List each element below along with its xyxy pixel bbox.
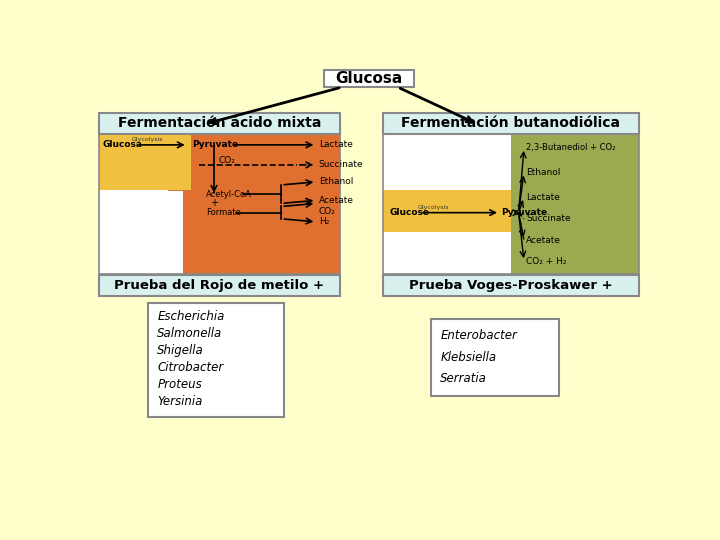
Text: Ethanol: Ethanol	[526, 168, 561, 177]
Text: Pyruvate: Pyruvate	[502, 208, 548, 217]
Bar	[383, 134, 510, 274]
Text: Pyruvate: Pyruvate	[192, 140, 238, 150]
Text: Acetyl-CoA: Acetyl-CoA	[206, 190, 252, 199]
Text: Fermentación butanodiólica: Fermentación butanodiólica	[401, 116, 621, 130]
Text: Shigella: Shigella	[158, 344, 204, 357]
Bar	[383, 190, 510, 232]
Text: CO₂ + H₂: CO₂ + H₂	[526, 256, 567, 266]
Text: Citrobacter: Citrobacter	[158, 361, 224, 374]
Text: H₂: H₂	[319, 218, 329, 226]
Text: Fermentación ácido mixta: Fermentación ácido mixta	[118, 116, 321, 130]
Text: Proteus: Proteus	[158, 378, 202, 391]
Text: CO₂: CO₂	[219, 156, 235, 165]
Text: Glucosa: Glucosa	[336, 71, 402, 86]
Text: Enterobacter: Enterobacter	[441, 329, 517, 342]
Bar	[383, 112, 639, 134]
Text: Prueba Voges-Proskawer +: Prueba Voges-Proskawer +	[409, 279, 613, 292]
Bar	[510, 134, 639, 274]
Text: Succinate: Succinate	[526, 214, 571, 224]
Bar	[99, 190, 191, 274]
Text: 2,3-Butanediol + CO₂: 2,3-Butanediol + CO₂	[526, 144, 616, 152]
Text: Salmonella: Salmonella	[158, 327, 222, 340]
Text: Glucose: Glucose	[389, 208, 429, 217]
Text: Escherichia: Escherichia	[158, 310, 225, 323]
Bar	[99, 191, 183, 274]
Text: +: +	[210, 198, 218, 208]
Text: Formate: Formate	[206, 208, 241, 217]
Text: Lactate: Lactate	[319, 140, 353, 150]
Bar	[168, 190, 340, 274]
Text: Klebsiella: Klebsiella	[441, 351, 496, 364]
Bar	[99, 275, 340, 296]
Bar	[383, 134, 639, 274]
Bar	[99, 134, 191, 274]
Text: Acetate: Acetate	[526, 236, 562, 245]
Text: Glycolysis: Glycolysis	[132, 137, 163, 142]
Bar	[148, 303, 284, 417]
Text: Glucosa: Glucosa	[102, 140, 143, 150]
Bar	[431, 319, 559, 396]
Bar	[191, 134, 340, 274]
Bar	[383, 275, 639, 296]
Text: Ethanol: Ethanol	[319, 177, 353, 186]
Text: Yersinia: Yersinia	[158, 395, 203, 408]
Bar	[99, 112, 340, 134]
Text: Glycolysis: Glycolysis	[418, 205, 449, 210]
Text: Lactate: Lactate	[526, 193, 560, 202]
Text: Succinate: Succinate	[319, 160, 364, 170]
Text: CO₂: CO₂	[319, 207, 336, 215]
Text: Acetate: Acetate	[319, 196, 354, 205]
Bar	[99, 134, 340, 274]
Text: Prueba del Rojo de metilo +: Prueba del Rojo de metilo +	[114, 279, 325, 292]
Text: Serratia: Serratia	[441, 373, 487, 386]
Bar	[324, 70, 414, 87]
